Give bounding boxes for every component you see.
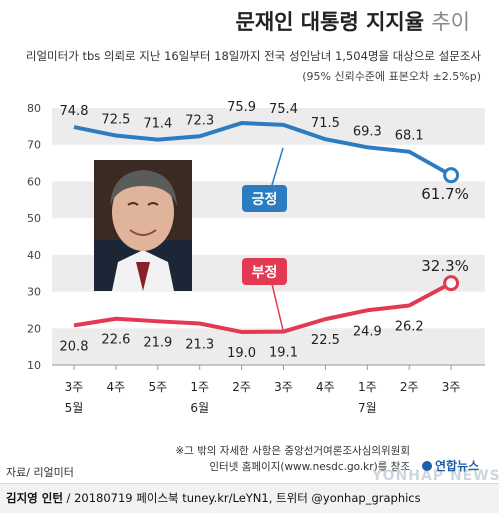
series-tags: 긍정 부정: [242, 147, 287, 331]
negative-value-label: 22.5: [311, 333, 340, 348]
positive-value-label: 71.4: [143, 117, 172, 132]
grid-band: [52, 108, 485, 145]
positive-series-line: [73, 121, 453, 177]
positive-value-label: 69.3: [353, 124, 382, 139]
y-tick-label: 40: [27, 249, 41, 262]
negative-series-line: [73, 281, 453, 334]
yonhap-logo: 연합뉴스: [422, 457, 479, 474]
credit-line: 김지영 인턴 / 20180719 페이스북 tuney.kr/LeYN1, 트…: [6, 490, 421, 506]
negative-value-label: 21.3: [185, 338, 214, 353]
title-main: 문재인 대통령 지지율: [235, 10, 425, 34]
y-tick-label: 50: [27, 212, 41, 225]
positive-value-label: 75.9: [227, 100, 256, 115]
x-tick-label: 3주: [274, 380, 293, 394]
month-label: 7월: [358, 401, 377, 415]
margin-note: (95% 신뢰수준에 표본오차 ±2.5%p): [302, 70, 481, 83]
portrait-photo: [94, 160, 192, 291]
footnote-line-1: ※그 밖의 자세한 사항은 중앙선거여론조사심의위원회: [175, 445, 410, 457]
x-axis: 3주 4주 5주 1주 2주 3주 4주 1주 2주 3주 5월 6월 7월: [52, 364, 485, 415]
y-tick-label: 70: [27, 139, 41, 152]
month-label: 5월: [65, 401, 84, 415]
negative-value-label: 21.9: [143, 335, 172, 350]
grid-band: [52, 328, 485, 365]
x-tick-label: 1주: [190, 380, 209, 394]
x-tick-label: 4주: [107, 380, 126, 394]
x-tick-label: 3주: [65, 380, 84, 394]
positive-value-label: 61.7%: [421, 185, 469, 203]
negative-value-label: 19.1: [269, 346, 298, 361]
x-tick-label: 4주: [316, 380, 335, 394]
positive-end-marker: [443, 167, 460, 184]
y-tick-label: 10: [27, 359, 41, 372]
positive-value-label: 68.1: [395, 129, 424, 144]
chart-title: 문재인 대통령 지지율 추이: [0, 6, 470, 36]
negative-tag-pointer: [271, 283, 284, 331]
negative-value-label: 22.6: [101, 333, 130, 348]
negative-tag-label: 부정: [252, 264, 278, 281]
x-tick-label: 1주: [358, 380, 377, 394]
positive-tag-label: 긍정: [252, 191, 278, 208]
credit-bar: [0, 483, 499, 513]
month-label: 6월: [190, 401, 209, 415]
y-tick-label: 80: [27, 102, 41, 115]
negative-value-label: 26.2: [395, 320, 424, 335]
x-tick-label: 2주: [232, 380, 251, 394]
negative-value-label: 32.3%: [421, 257, 469, 275]
positive-value-label: 72.3: [185, 113, 214, 128]
negative-value-label: 19.0: [227, 346, 256, 361]
y-tick-label: 30: [27, 286, 41, 299]
y-axis: 10 20 30 40 50 60 70 80: [27, 102, 41, 372]
source-label: 자료/ 리얼미터: [6, 466, 74, 479]
negative-end-marker: [443, 275, 460, 292]
credit-rest: / 20180719 페이스북 tuney.kr/LeYN1, 트위터 @yon…: [62, 491, 421, 505]
survey-note: 리얼미터가 tbs 의뢰로 지난 16일부터 18일까지 전국 성인남녀 1,5…: [25, 49, 481, 63]
positive-value-label: 72.5: [101, 113, 130, 128]
x-tick-label: 2주: [400, 380, 419, 394]
positive-value-label: 71.5: [311, 116, 340, 131]
negative-value-label: 24.9: [353, 324, 382, 339]
footnote-line-2: 인터넷 홈페이지(www.nesdc.go.kr)를 참조: [209, 461, 410, 473]
positive-tag-pointer: [271, 147, 284, 186]
watermark: YONHAP NEWS: [372, 468, 499, 484]
negative-tag-box: [242, 258, 287, 285]
positive-value-label: 74.8: [60, 104, 89, 119]
positive-value-label: 75.4: [269, 102, 298, 117]
footnote: ※그 밖의 자세한 사항은 중앙선거여론조사심의위원회 인터넷 홈페이지(www…: [0, 443, 410, 475]
logo-icon: [422, 461, 432, 471]
series-layer: 74.8 72.5 71.4 72.3 75.9 75.4 71.5 69.3 68.1 61.7…: [60, 100, 469, 361]
y-tick-label: 60: [27, 175, 41, 188]
x-tick-label: 3주: [442, 380, 461, 394]
title-sub: 추이: [431, 10, 470, 34]
negative-value-label: 20.8: [60, 339, 89, 354]
x-tick-label: 5주: [148, 380, 167, 394]
credit-author: 김지영 인턴: [6, 491, 63, 505]
logo-text: 연합뉴스: [435, 459, 480, 473]
y-tick-label: 20: [27, 322, 41, 335]
positive-tag-box: [242, 185, 287, 212]
